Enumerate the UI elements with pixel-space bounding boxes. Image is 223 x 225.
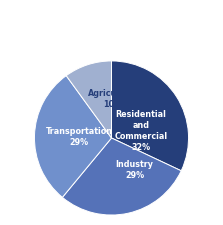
Wedge shape	[35, 76, 111, 198]
Text: by Sector with Electricity Distributed: by Sector with Electricity Distributed	[7, 37, 216, 47]
Text: Industry
29%: Industry 29%	[116, 159, 154, 179]
Wedge shape	[62, 138, 181, 215]
Text: Transportation
29%: Transportation 29%	[46, 127, 113, 147]
Text: Total U.S. Greenhouse Gas Emissions: Total U.S. Greenhouse Gas Emissions	[7, 18, 216, 28]
Wedge shape	[66, 62, 112, 138]
Text: Agriculture
10%: Agriculture 10%	[88, 88, 138, 108]
Text: Residential
and
Commercial
32%: Residential and Commercial 32%	[114, 110, 167, 152]
Wedge shape	[112, 62, 188, 171]
